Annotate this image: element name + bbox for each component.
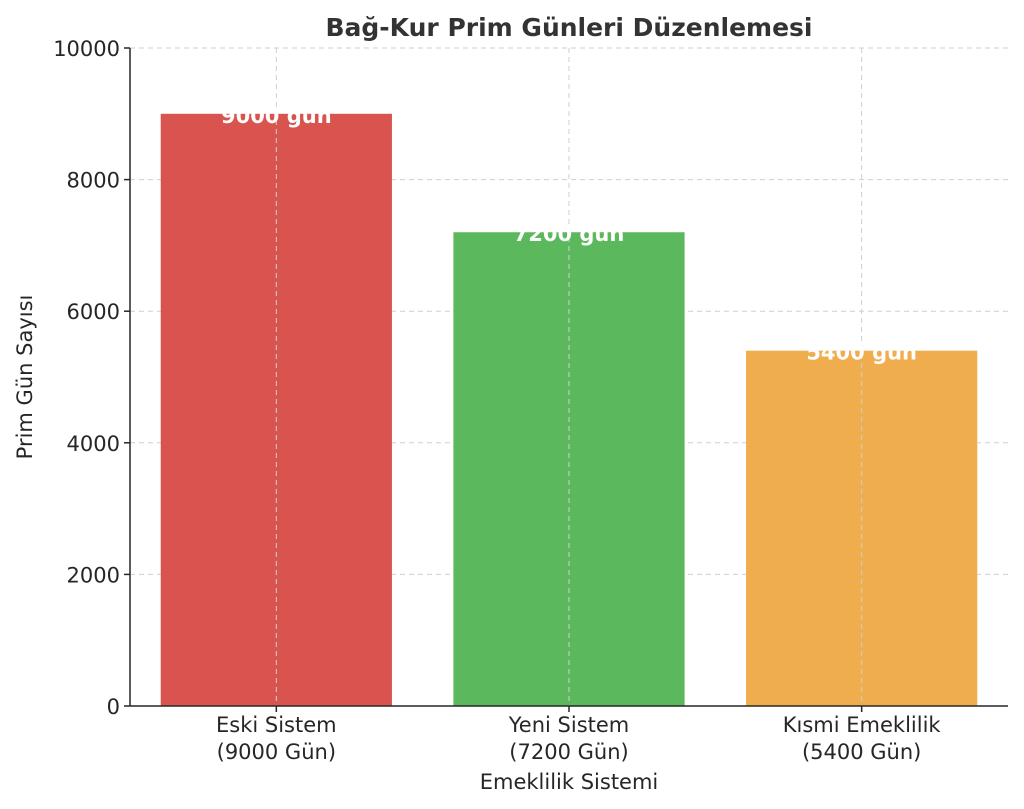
data-labels: 9000 gün 7200 gün 5400 gün	[221, 104, 917, 365]
x-tick-label: (7200 Gün)	[509, 740, 628, 764]
y-axis-label: Prim Gün Sayısı	[13, 295, 37, 460]
data-label: 9000 gün	[221, 104, 332, 128]
vertical-grid	[275, 48, 863, 706]
x-tick-label: (5400 Gün)	[802, 740, 921, 764]
y-tick-label: 6000	[67, 300, 120, 324]
data-label: 5400 gün	[806, 341, 917, 365]
x-tick-label: Eski Sistem	[216, 713, 337, 737]
x-tick-label: Yeni Sistem	[508, 713, 630, 737]
x-ticks: Eski Sistem (9000 Gün) Yeni Sistem (7200 Gü…	[216, 706, 941, 764]
y-tick-label: 2000	[67, 563, 120, 587]
y-tick-label: 0	[107, 695, 120, 719]
y-tick-label: 8000	[67, 169, 120, 193]
data-label: 7200 gün	[514, 222, 625, 246]
y-tick-label: 10000	[53, 37, 120, 61]
x-axis-label: Emeklilik Sistemi	[480, 770, 659, 794]
x-tick-label: Kısmi Emeklilik	[783, 713, 942, 737]
chart-title: Bağ-Kur Prim Günleri Düzenlemesi	[325, 13, 812, 42]
y-tick-label: 4000	[67, 432, 120, 456]
x-tick-label: (9000 Gün)	[217, 740, 336, 764]
y-ticks: 0 2000 4000 6000 8000 10000	[53, 37, 130, 719]
